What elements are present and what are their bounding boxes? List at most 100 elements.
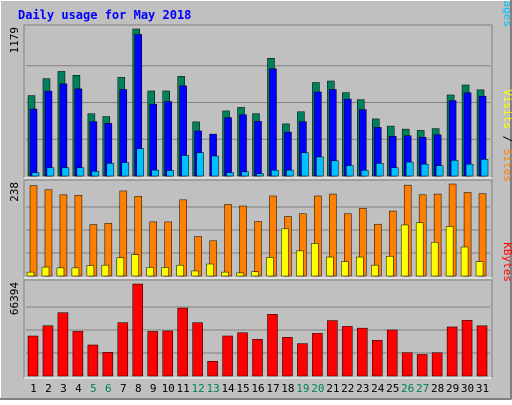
bar-files-day-22	[344, 98, 352, 177]
bar-visits-day-18	[281, 228, 289, 277]
x-tick-label-day-27: 27	[416, 382, 429, 395]
bar-kbytes-day-8	[132, 283, 144, 377]
bar-visits-day-17	[266, 257, 274, 277]
x-tick-label-day-21: 21	[326, 382, 339, 395]
bar-visits-day-25	[385, 256, 394, 277]
panel-legend: Visits / Sites	[501, 89, 512, 182]
bar-kbytes-day-25	[386, 329, 398, 377]
bar-kbytes-day-21	[327, 320, 338, 377]
bar-kbytes-day-17	[267, 314, 278, 377]
bar-kbytes-day-4	[72, 331, 84, 377]
legend-entry: Pages	[501, 0, 512, 27]
x-axis-day-labels: 1 2 3 4 5 6 7 8 9 10 11 12 13 14 15 16 17 18 19 20 21 22 23 24 2…	[30, 382, 489, 395]
legend-entry: /	[501, 129, 512, 149]
bar-pages-day-17	[271, 170, 279, 177]
bar-sites-day-14	[224, 204, 232, 277]
x-tick-label-day-5: 5	[90, 382, 97, 395]
x-tick-label-day-17: 17	[266, 382, 279, 395]
bar-visits-day-1	[26, 271, 35, 277]
bar-pages-day-29	[450, 160, 459, 177]
bar-pages-day-20	[316, 156, 324, 177]
x-tick-label-day-16: 16	[251, 382, 264, 395]
bar-files-day-5	[89, 121, 98, 177]
bar-visits-day-4	[71, 267, 80, 277]
panel-max-label: 66394	[8, 282, 21, 315]
bar-kbytes-day-11	[177, 307, 188, 377]
bar-sites-day-12	[194, 236, 202, 277]
bar-pages-day-16	[256, 173, 264, 177]
bar-pages-day-10	[166, 170, 174, 177]
chart-title: Daily usage for May 2018	[18, 8, 191, 22]
bar-visits-day-8	[131, 254, 140, 277]
bar-visits-day-15	[236, 272, 244, 277]
bar-pages-day-25	[390, 167, 399, 177]
bar-pages-day-18	[286, 169, 294, 177]
bar-visits-day-6	[101, 264, 110, 277]
bar-visits-day-22	[341, 261, 349, 277]
bar-visits-day-9	[146, 267, 154, 277]
legend-entry: Visits	[501, 89, 512, 129]
bar-files-day-14	[224, 117, 232, 177]
bar-pages-day-23	[361, 170, 369, 177]
bar-kbytes-day-24	[372, 340, 383, 377]
bar-visits-day-2	[41, 266, 50, 277]
bar-files-day-16	[254, 121, 262, 177]
bar-visits-day-23	[356, 256, 364, 277]
bar-pages-day-19	[301, 152, 309, 177]
bar-visits-day-16	[251, 271, 259, 277]
bar-files-day-15	[239, 114, 247, 177]
bar-files-day-1	[29, 108, 38, 177]
x-tick-label-day-26: 26	[401, 382, 414, 395]
x-tick-label-day-30: 30	[461, 382, 474, 395]
x-tick-label-day-23: 23	[356, 382, 369, 395]
bar-sites-day-16	[254, 221, 262, 277]
bar-kbytes-day-18	[282, 337, 293, 377]
bar-kbytes-day-20	[312, 333, 323, 377]
bar-kbytes-day-14	[222, 335, 233, 377]
bar-kbytes-day-12	[192, 322, 203, 377]
bar-visits-day-11	[176, 264, 184, 277]
bar-pages-day-30	[465, 163, 474, 177]
bar-kbytes-day-10	[162, 330, 173, 377]
x-tick-label-day-18: 18	[281, 382, 294, 395]
bar-kbytes-day-5	[87, 344, 99, 377]
bar-pages-day-24	[376, 163, 384, 177]
bar-kbytes-day-29	[446, 326, 458, 377]
bar-visits-day-3	[56, 267, 65, 277]
bar-visits-day-20	[311, 243, 319, 277]
bar-visits-day-10	[161, 267, 169, 277]
bar-pages-day-9	[151, 169, 159, 177]
panel-max-label: 1179	[8, 27, 21, 54]
bar-pages-day-8	[136, 148, 145, 177]
legend-entry: KBytes	[501, 242, 512, 282]
bar-kbytes-day-2	[42, 325, 54, 377]
bar-kbytes-day-9	[147, 331, 158, 377]
x-tick-label-day-13: 13	[206, 382, 219, 395]
x-tick-label-day-6: 6	[105, 382, 112, 395]
x-tick-label-day-29: 29	[446, 382, 459, 395]
x-tick-label-day-31: 31	[476, 382, 489, 395]
bar-files-day-2	[44, 90, 53, 177]
bar-pages-day-14	[226, 172, 234, 177]
x-tick-label-day-2: 2	[45, 382, 52, 395]
x-tick-label-day-10: 10	[162, 382, 175, 395]
x-tick-label-day-7: 7	[120, 382, 127, 395]
x-tick-label-day-28: 28	[431, 382, 444, 395]
panel-legend: Hits / Files / Pages	[501, 0, 512, 27]
panel-max-label: 238	[8, 182, 21, 202]
x-tick-label-day-8: 8	[135, 382, 142, 395]
bar-sites-day-3	[59, 194, 68, 277]
legend-entry: Sites	[501, 149, 512, 182]
bar-pages-day-27	[420, 163, 429, 177]
bar-pages-day-7	[121, 162, 130, 177]
x-tick-label-day-22: 22	[341, 382, 354, 395]
bar-pages-day-28	[435, 165, 444, 177]
bar-sites-day-1	[29, 185, 38, 277]
bar-pages-day-6	[106, 163, 115, 177]
bar-visits-day-5	[86, 265, 95, 277]
bar-files-day-4	[74, 88, 83, 177]
bar-pages-day-21	[331, 160, 339, 177]
bar-kbytes-day-22	[342, 326, 353, 377]
